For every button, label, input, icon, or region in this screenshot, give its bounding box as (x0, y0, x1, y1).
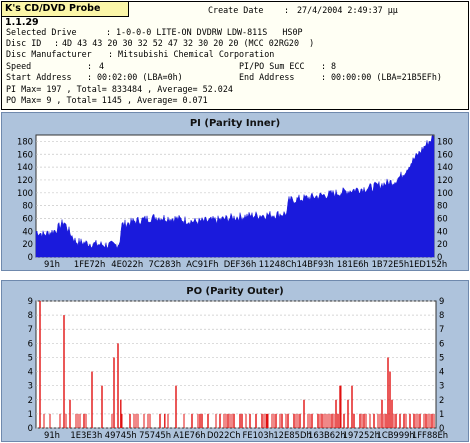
y-tick-label-right: 80 (437, 201, 448, 211)
ecc-label: PI/PO Sum ECC (239, 61, 305, 71)
speed-label: Speed (6, 61, 32, 71)
x-tick-label: 12E85Dh (273, 430, 311, 440)
y-tick-label-right: 140 (437, 162, 453, 172)
x-tick-label: 1ED152h (409, 259, 447, 269)
disc-id-value: 4D 43 43 20 30 32 52 47 32 30 20 20 (MCC… (62, 38, 315, 48)
x-tick-label: 91h (44, 430, 60, 440)
y-tick-label-right: 180 (437, 136, 453, 146)
y-tick-label-left: 5 (28, 352, 33, 362)
y-tick-label-left: 7 (28, 324, 33, 334)
po-stats: PO Max= 9 , Total= 1145 , Average= 0.071 (6, 95, 208, 105)
x-tick-label: 163B62h (308, 430, 346, 440)
x-tick-label: FE103h (242, 430, 273, 440)
x-tick-label: 1B72E5h (372, 259, 410, 269)
disc-manufacturer-value: Mitsubishi Chemical Corporation (118, 49, 275, 59)
y-tick-label-right: 0 (439, 423, 444, 433)
y-tick-label-right: 0 (437, 252, 442, 262)
y-tick-label-right: 100 (437, 188, 453, 198)
y-tick-label-right: 4 (439, 367, 444, 377)
x-tick-label: AC91Fh (186, 259, 218, 269)
y-tick-label-left: 4 (28, 367, 33, 377)
x-tick-label: DEF36h (224, 259, 257, 269)
end-address-label: End Address (239, 72, 295, 82)
x-tick-label: 1E3E3h (70, 430, 102, 440)
pi-chart: PI (Parity Inner) 0 0 20 20 40 40 60 60 80 80 100 10… (17, 118, 453, 269)
pi-chart-panel: PI (Parity Inner) 0 0 20 20 40 40 60 60 80 80 100 10… (1, 112, 469, 271)
x-tick-label: A1E76h (173, 430, 205, 440)
pi-series-area (35, 135, 435, 258)
y-tick-label-left: 0 (28, 423, 33, 433)
x-tick-label: 1FE72h (74, 259, 105, 269)
y-tick-label-right: 7 (439, 324, 444, 334)
y-tick-label-left: 40 (22, 226, 33, 236)
y-tick-label-right: 40 (437, 226, 448, 236)
y-tick-label-left: 180 (17, 136, 33, 146)
y-tick-label-right: 6 (439, 338, 444, 348)
x-tick-label: 11248Ch (259, 259, 297, 269)
x-tick-label: 14BF93h (297, 259, 334, 269)
create-date-value: 27/4/2004 2:49:37 μμ (297, 5, 398, 15)
y-tick-label-right: 3 (439, 381, 444, 391)
y-tick-label-left: 140 (17, 162, 33, 172)
x-tick-label: D022Ch (207, 430, 241, 440)
end-address-value: 00:00:00 (LBA=21B5EFh) (331, 72, 442, 82)
x-tick-label: 91h (44, 259, 60, 269)
y-tick-label-left: 80 (22, 201, 33, 211)
y-tick-label-left: 2 (28, 395, 33, 405)
y-tick-label-right: 5 (439, 352, 444, 362)
y-tick-label-left: 3 (28, 381, 33, 391)
y-tick-label-right: 1 (439, 409, 444, 419)
chart-title: PI (Parity Inner) (190, 118, 280, 129)
start-address-label: Start Address (6, 72, 72, 82)
start-address-value: 00:02:00 (LBA=0h) (97, 72, 183, 82)
y-tick-label-right: 9 (439, 296, 444, 306)
ecc-value: 8 (331, 61, 337, 71)
y-tick-label-left: 8 (28, 310, 33, 320)
x-tick-label: 1FF88Eh (412, 430, 448, 440)
x-tick-label: 181E6h (337, 259, 369, 269)
app-title: K's CD/DVD Probe 1.1.29 (2, 2, 129, 28)
y-tick-label-left: 60 (22, 213, 33, 223)
x-tick-label: 197252h (343, 430, 380, 440)
disc-manufacturer-label: Disc Manufacturer (6, 49, 92, 59)
y-tick-label-left: 0 (28, 252, 33, 262)
selected-drive-value: 1-0-0-0 LITE-ON DVDRW LDW-811S HS0P (116, 27, 303, 37)
plot-area (35, 300, 437, 429)
y-tick-label-left: 160 (17, 149, 33, 159)
y-tick-label-left: 1 (28, 409, 33, 419)
x-tick-label: 7C283h (149, 259, 181, 269)
po-chart-panel: PO (Parity Outer) 0 0 1 1 2 2 3 3 4 4 5 5 6 6 7 7 8 8 9 9 91h… (1, 280, 469, 442)
y-tick-label-right: 20 (437, 239, 448, 249)
disc-info-panel: K's CD/DVD Probe 1.1.29 Create Date : 27… (1, 1, 469, 110)
x-tick-label: 75745h (139, 430, 171, 440)
x-tick-label: 4E022h (111, 259, 143, 269)
speed-value: 4 (99, 61, 105, 71)
x-tick-label: 1CB999h (377, 430, 415, 440)
y-tick-label-right: 60 (437, 213, 448, 223)
y-tick-label-left: 9 (28, 296, 33, 306)
selected-drive-label: Selected Drive (6, 27, 77, 37)
y-tick-label-right: 2 (439, 395, 444, 405)
chart-title: PO (Parity Outer) (186, 286, 284, 297)
y-tick-label-right: 8 (439, 310, 444, 320)
y-tick-label-left: 20 (22, 239, 33, 249)
create-date-label: Create Date (208, 5, 264, 15)
x-tick-label: 49745h (105, 430, 137, 440)
y-tick-label-left: 6 (28, 338, 33, 348)
disc-id-label: Disc ID (6, 38, 42, 48)
pi-stats: PI Max= 197 , Total= 833484 , Average= 5… (6, 84, 233, 94)
y-tick-label-right: 160 (437, 149, 453, 159)
po-chart: PO (Parity Outer) 0 0 1 1 2 2 3 3 4 4 5 5 6 6 7 7 8 8 9 9 91h… (28, 286, 448, 440)
y-tick-label-left: 120 (17, 175, 33, 185)
y-tick-label-right: 120 (437, 175, 453, 185)
y-tick-label-left: 100 (17, 188, 33, 198)
